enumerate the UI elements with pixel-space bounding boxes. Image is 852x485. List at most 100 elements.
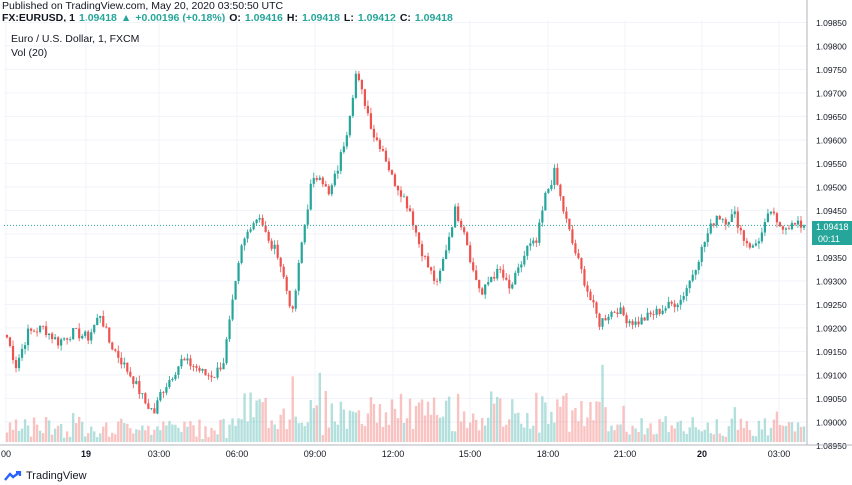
candle-body [745, 240, 748, 244]
candle-body [649, 312, 652, 315]
candle-body [57, 337, 60, 346]
candle-body [279, 257, 282, 267]
volume-bar [243, 393, 246, 442]
y-tick-label: 1.09350 [816, 253, 847, 263]
volume-legend[interactable]: Vol (20) [11, 47, 48, 59]
y-tick-label: 1.09450 [816, 206, 847, 216]
candle-body [264, 225, 267, 232]
candle-body [168, 380, 171, 388]
candle-body [589, 291, 592, 300]
volume-bar [598, 401, 601, 442]
volume-bar [186, 426, 189, 442]
candle-body [520, 264, 523, 268]
volume-bar [700, 431, 703, 442]
volume-bar [315, 405, 318, 442]
candle-body [730, 214, 733, 223]
candle-body [273, 244, 276, 249]
candle-body [429, 267, 433, 271]
candle-body [754, 243, 757, 246]
volume-bar [32, 417, 36, 442]
candle-body [120, 357, 123, 365]
volume-bar [312, 408, 315, 442]
candle-body [20, 348, 24, 358]
volume-bar [111, 432, 114, 442]
candle-body [514, 272, 517, 285]
volume-bar [484, 425, 487, 442]
candle-body [216, 367, 219, 378]
candle-body [718, 216, 721, 220]
volume-bar [724, 436, 728, 442]
candle-body [694, 270, 697, 275]
candle-body [631, 321, 634, 325]
volume-bar [429, 414, 433, 442]
change: +0.00196 (+0.18%) [135, 12, 226, 24]
candle-body [354, 73, 357, 98]
x-tick-label: 03:00 [768, 449, 791, 459]
volume-bar [634, 428, 637, 442]
volume-bar [408, 398, 412, 442]
candle-body [787, 228, 791, 230]
tradingview-brand[interactable]: TradingView [4, 470, 87, 482]
candle-body [601, 318, 604, 327]
candle-body [342, 146, 345, 153]
candle-body [760, 232, 763, 242]
volume-bar [682, 431, 685, 442]
candle-body [688, 280, 691, 289]
candle-body [736, 211, 739, 228]
volume-bar [610, 425, 613, 442]
candle-body [778, 222, 782, 227]
volume-bar [59, 423, 63, 442]
candle-body [180, 358, 183, 367]
candle-body [619, 307, 622, 314]
candle-body [315, 178, 318, 180]
candle-body [634, 321, 637, 325]
volume-bar [748, 429, 752, 442]
candle-body [78, 328, 81, 339]
candle-body [360, 80, 363, 90]
current-price-badge: 1.09418 [812, 221, 852, 233]
candle-body [640, 317, 643, 325]
y-tick-label: 1.08950 [816, 441, 847, 451]
volume-bar [613, 430, 616, 442]
candle-body [195, 366, 198, 368]
volume-bar [44, 417, 48, 442]
candle-body [246, 231, 249, 239]
volume-bar [270, 420, 273, 442]
candle-body [595, 302, 598, 314]
series-legend[interactable]: Euro / U.S. Dollar, 1, FXCM [11, 33, 140, 45]
volume-bar [790, 422, 794, 442]
candle-body [625, 315, 628, 324]
candle-body [420, 244, 424, 257]
volume-bar [234, 425, 237, 442]
x-tick-label: 09:00 [304, 449, 327, 459]
candle-body [8, 337, 12, 347]
candle-body [26, 328, 30, 346]
volume-bar [333, 421, 337, 442]
candle-body [201, 369, 204, 371]
candle-body [99, 316, 102, 318]
candle-body [171, 379, 174, 381]
volume-bar [47, 420, 51, 442]
volume-bar [93, 431, 96, 442]
volume-bar [120, 418, 123, 442]
candle-body [604, 318, 607, 321]
volume-bar [703, 429, 706, 442]
y-tick-label: 1.09300 [816, 276, 847, 286]
volume-bar [589, 401, 592, 442]
candle-body [529, 243, 532, 246]
volume-bar [718, 433, 721, 442]
y-tick-label: 1.09850 [816, 18, 847, 28]
candle-body [727, 222, 730, 225]
volume-bar [730, 418, 734, 442]
volume-bar [508, 419, 511, 442]
candle-body [252, 223, 255, 230]
volume-bar [619, 424, 622, 442]
volume-bar [640, 418, 643, 442]
volume-bar [50, 434, 54, 442]
volume-bar [189, 421, 192, 442]
candle-body [267, 231, 270, 241]
x-tick-label: 21:00 [614, 449, 637, 459]
candle-body [682, 295, 685, 300]
candle-body [144, 393, 147, 404]
